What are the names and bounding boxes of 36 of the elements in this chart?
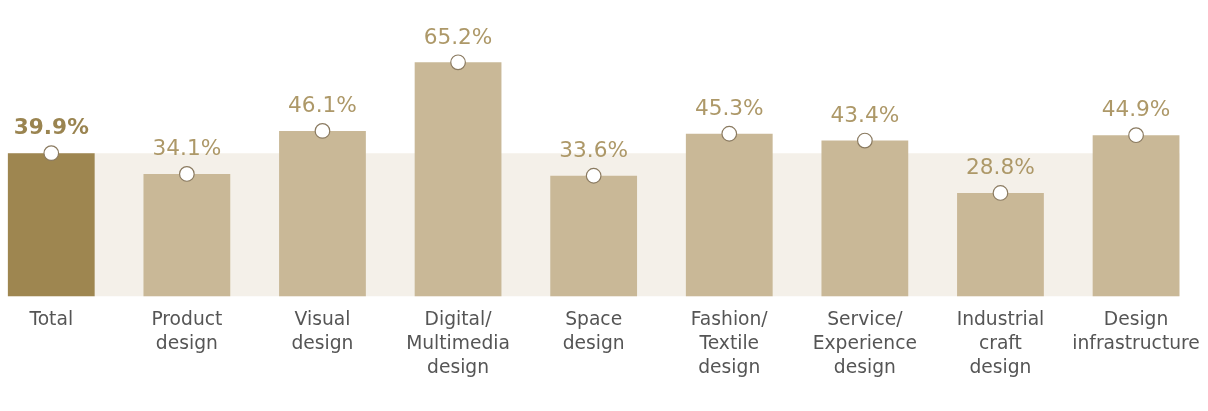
bar (414, 62, 502, 297)
x-tick-label: Space design (562, 308, 625, 354)
data-label: 33.6% (559, 137, 629, 163)
bar (7, 153, 95, 297)
bar (550, 175, 638, 297)
point (856, 132, 873, 149)
bar (143, 173, 231, 297)
bar (821, 140, 909, 297)
data-label: 65.2% (423, 23, 493, 49)
x-tick-label: Visual design (291, 308, 354, 354)
data-label: 43.4% (830, 101, 900, 127)
data-label: 39.9% (13, 114, 89, 140)
x-tick-label: Digital/ Multimedia design (406, 308, 511, 377)
point (585, 167, 602, 184)
data-label: 44.9% (1101, 96, 1171, 122)
point (450, 54, 466, 71)
data-label: 45.3% (694, 95, 764, 121)
x-tick-label: Total (28, 308, 74, 330)
bar (685, 133, 773, 297)
point (992, 185, 1009, 201)
x-tick-label: Product design (151, 308, 223, 354)
point (43, 145, 60, 162)
point (721, 125, 738, 142)
point (1128, 127, 1144, 144)
data-label: 34.1% (152, 135, 222, 161)
x-tick-label: Industrial craft design (956, 308, 1045, 377)
point (178, 166, 195, 182)
bar (279, 130, 366, 297)
x-tick-label: Fashion/ Textile design (690, 308, 769, 377)
point (314, 123, 331, 139)
x-tick-label: Service/ Experience design (812, 308, 917, 377)
data-label: 28.8% (966, 154, 1035, 180)
data-label: 46.1% (288, 92, 357, 118)
bar (1092, 135, 1180, 297)
bar (957, 192, 1044, 297)
x-tick-label: Design infrastructure (1072, 308, 1200, 354)
